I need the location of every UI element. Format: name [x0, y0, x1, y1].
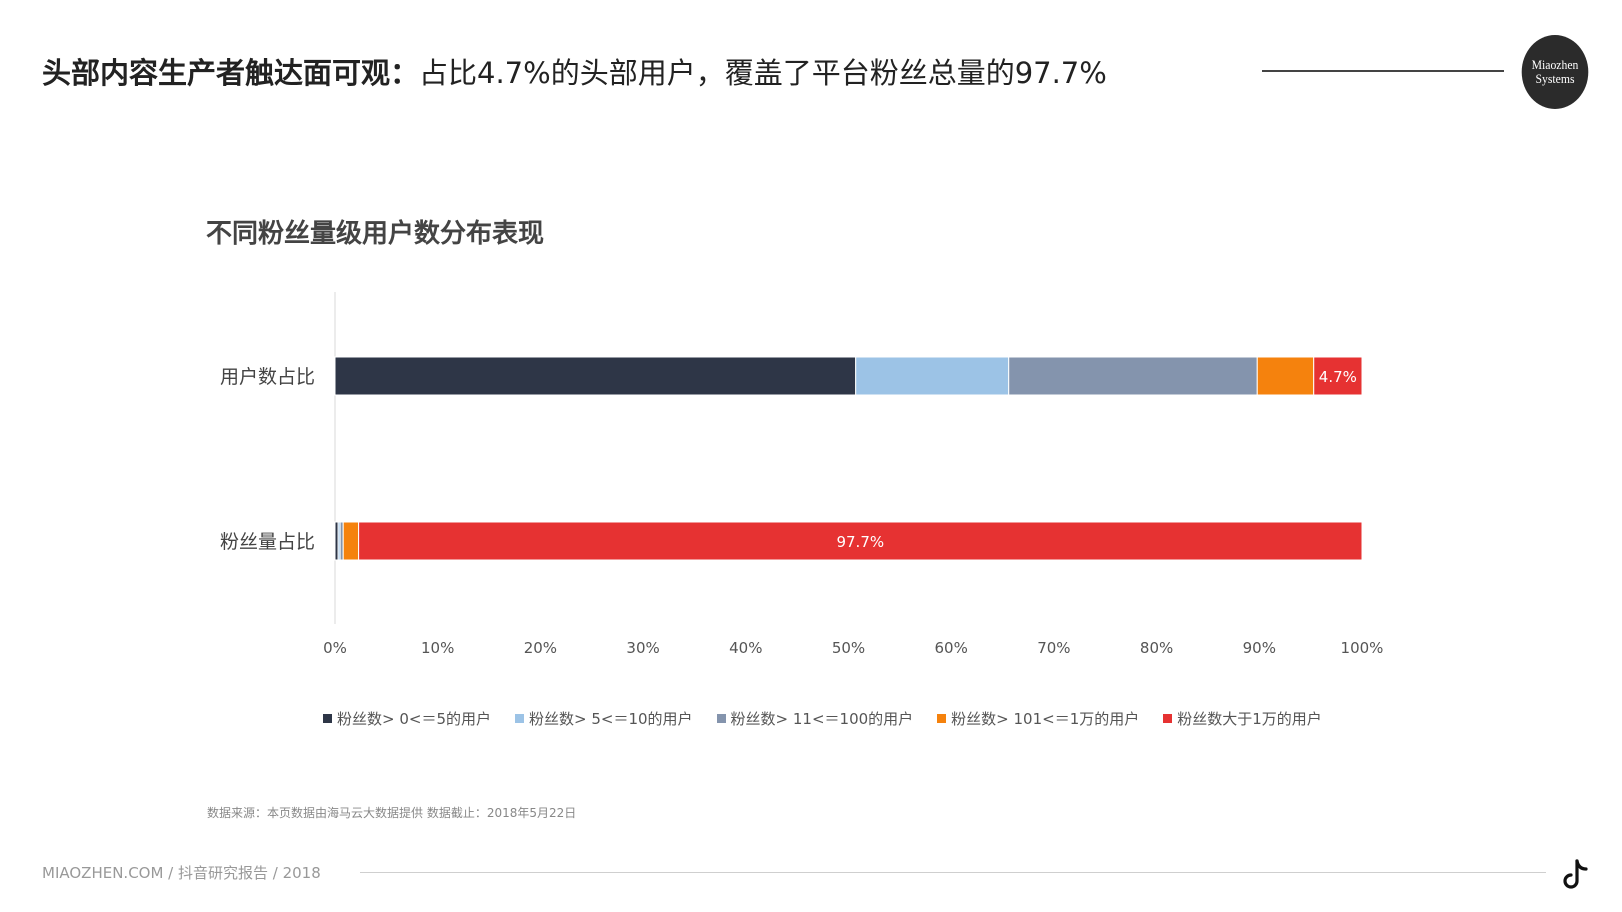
logo-line2: Systems [1535, 71, 1575, 86]
bar-segment [1008, 356, 1258, 396]
x-tick-label: 80% [1140, 639, 1173, 657]
footer-divider [360, 872, 1546, 873]
x-tick-label: 30% [626, 639, 659, 657]
chart-title: 不同粉丝量级用户数分布表现 [206, 219, 545, 249]
bar-segment [358, 521, 1363, 561]
x-tick-label: 100% [1341, 639, 1384, 657]
legend-item: 粉丝数> 11<＝100的用户 [716, 708, 914, 729]
data-source-note: 数据来源：本页数据由海马云大数据提供 数据截止：2018年5月22日 [207, 806, 577, 820]
page-title-rest: 占比4.7%的头部用户，覆盖了平台粉丝总量的97.7% [419, 56, 1107, 90]
legend-swatch [515, 714, 524, 723]
x-tick-label: 70% [1037, 639, 1070, 657]
legend-item: 粉丝数> 101<＝1万的用户 [937, 708, 1139, 729]
logo-line1: Miaozhen [1531, 57, 1579, 72]
bar-segment [1313, 356, 1363, 396]
legend-label: 粉丝数> 11<＝100的用户 [730, 710, 914, 728]
x-tick-label: 90% [1243, 639, 1276, 657]
legend-swatch [323, 714, 332, 723]
chart-legend: 粉丝数> 0<＝5的用户 粉丝数> 5<＝10的用户 粉丝数> 11<＝100的用户… [323, 708, 1322, 729]
tiktok-icon [1563, 859, 1588, 889]
miaozhen-logo-icon: Miaozhen Systems [1521, 35, 1589, 109]
category-label: 粉丝量占比 [220, 531, 315, 553]
legend-item: 粉丝数> 0<＝5的用户 [323, 708, 491, 729]
legend-label: 粉丝数> 101<＝1万的用户 [951, 710, 1140, 728]
bar-segment [342, 521, 360, 561]
page-title: 头部内容生产者触达面可观：占比4.7%的头部用户，覆盖了平台粉丝总量的97.7% [42, 50, 1107, 92]
x-tick-label: 10% [421, 639, 454, 657]
legend-item: 粉丝数大于1万的用户 [1163, 708, 1322, 729]
bar-segment [334, 356, 857, 396]
legend-swatch [716, 714, 726, 723]
footer-text: MIAOZHEN.COM / 抖音研究报告 / 2018 [42, 864, 321, 882]
legend-item: 粉丝数> 5<＝10的用户 [515, 708, 693, 729]
legend-label: 粉丝数> 5<＝10的用户 [529, 710, 693, 728]
header-divider [1262, 70, 1504, 72]
legend-swatch [937, 714, 947, 723]
category-label: 用户数占比 [220, 366, 315, 388]
page-title-bold: 头部内容生产者触达面可观： [42, 56, 420, 90]
x-tick-label: 50% [832, 639, 865, 657]
bar-segment [1256, 356, 1315, 396]
x-tick-label: 20% [524, 639, 557, 657]
x-tick-label: 0% [323, 639, 347, 657]
legend-swatch [1163, 714, 1173, 723]
x-tick-label: 60% [935, 639, 968, 657]
data-label: 97.7% [836, 533, 884, 551]
legend-label: 粉丝数> 0<＝5的用户 [337, 710, 491, 728]
legend-label: 粉丝数大于1万的用户 [1177, 710, 1322, 728]
bar-segment [855, 356, 1010, 396]
x-tick-label: 40% [729, 639, 762, 657]
data-label: 4.7% [1319, 368, 1357, 386]
